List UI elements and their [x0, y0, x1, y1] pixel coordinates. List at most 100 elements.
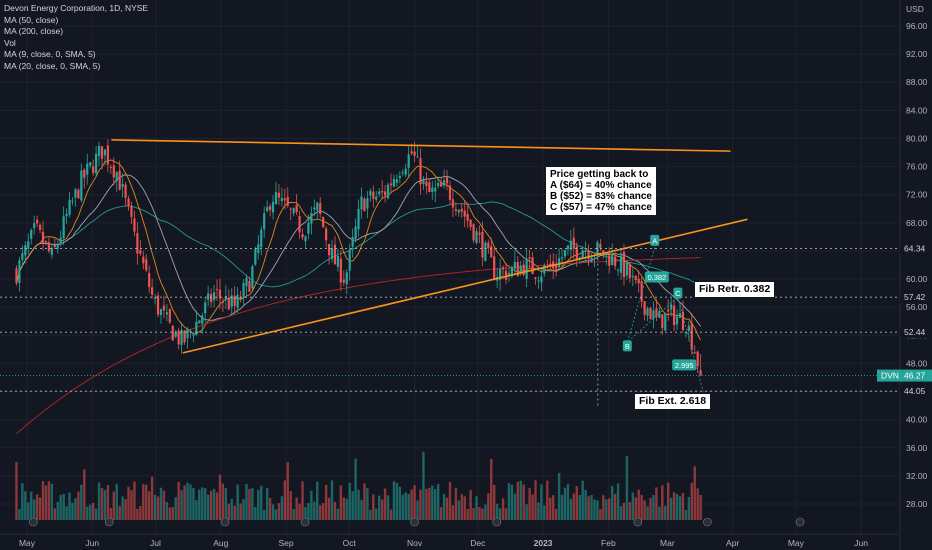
volume-bar [490, 459, 493, 520]
candle-body [239, 297, 242, 300]
volume-bar [139, 506, 142, 520]
volume-bar [419, 489, 422, 520]
candle-body [383, 191, 387, 196]
candle-body [363, 198, 366, 212]
volume-bar [634, 497, 637, 520]
price-level-tag: 44.05 [904, 386, 926, 396]
volume-bar [206, 494, 210, 520]
volume-bar [360, 499, 363, 520]
time-tick-label: May [788, 538, 805, 548]
candle-body [242, 282, 245, 298]
volume-bar [522, 484, 525, 520]
candle-body [274, 192, 278, 205]
candle-body [133, 218, 136, 232]
candle-body [348, 249, 351, 271]
volume-bar [330, 480, 334, 520]
volume-bar [560, 494, 564, 520]
volume-bar [445, 497, 449, 520]
volume-bar [546, 480, 549, 520]
volume-bar [88, 504, 92, 520]
candle-body [41, 231, 45, 245]
candle-body [257, 244, 260, 253]
candle-body [428, 182, 431, 193]
candle-body [522, 264, 525, 275]
candle-body [207, 293, 210, 300]
candle-body [631, 275, 634, 277]
candle-body [156, 295, 160, 315]
volume-bar [667, 482, 670, 520]
candle-body [661, 314, 664, 329]
candle-body [425, 181, 428, 187]
volume-bar [27, 502, 30, 520]
candle-body [27, 241, 30, 249]
candle-body [227, 298, 230, 310]
candle-body [351, 237, 354, 247]
time-tick-label: May [19, 538, 36, 548]
volume-bar [112, 491, 115, 520]
volume-bar [345, 498, 348, 520]
volume-bar [262, 509, 266, 520]
candle-body [566, 245, 570, 250]
volume-bar [655, 487, 658, 520]
price-tick-label: 68.00 [906, 218, 928, 228]
candle-body [687, 325, 690, 332]
candle-body [616, 269, 620, 271]
candle-body [372, 191, 375, 199]
candle-body [575, 246, 578, 259]
volume-bar [32, 499, 36, 520]
fib-retracement-label: Fib Retr. 0.382 [694, 281, 776, 298]
volume-bar [292, 508, 295, 520]
price-tick-label: 76.00 [906, 162, 928, 172]
volume-bar [94, 508, 98, 520]
volume-bar [307, 502, 310, 520]
volume-bar [106, 484, 110, 520]
candle-body [534, 277, 537, 279]
candle-body [386, 184, 390, 199]
candle-body [675, 316, 679, 325]
candle-body [18, 260, 21, 283]
candle-body [280, 197, 283, 201]
candle-body [670, 304, 673, 310]
candle-body [516, 261, 519, 277]
volume-bar [156, 496, 160, 520]
candle-body [451, 199, 455, 208]
volume-bar [268, 497, 272, 520]
volume-bar [563, 487, 567, 520]
price-tick-label: 36.00 [906, 443, 928, 453]
volume-bar [534, 480, 537, 520]
fib-extension-label: Fib Ext. 2.618 [634, 393, 712, 410]
candle-body [537, 280, 540, 282]
candle-body [681, 311, 685, 330]
volume-bar [145, 484, 148, 520]
volume-bar [664, 505, 667, 520]
candle-body [103, 149, 107, 156]
volume-bar [165, 502, 169, 520]
volume-bar [103, 490, 107, 520]
volume-bar [425, 488, 428, 520]
volume-bar [15, 461, 18, 520]
price-level-tag-bg [900, 326, 932, 339]
volume-bar [86, 506, 89, 520]
probability-line-1: Price getting back to [550, 169, 649, 180]
time-tick-label: Aug [213, 538, 228, 548]
volume-bar [59, 494, 62, 520]
time-tick-label: Jun [85, 538, 99, 548]
candle-body [71, 200, 74, 202]
volume-bar [507, 483, 511, 520]
event-marker [795, 517, 805, 527]
time-tick-label: Dec [470, 538, 486, 548]
ma20-line [16, 174, 701, 327]
volume-bar [472, 507, 475, 520]
candle-body [643, 301, 646, 315]
volume-bar [177, 481, 180, 520]
candle-body [165, 312, 168, 315]
volume-bar [537, 502, 540, 520]
candle-body [192, 334, 195, 336]
candle-body [15, 268, 18, 284]
volume-bar [130, 490, 133, 520]
candle-body [481, 231, 484, 258]
volume-bar [195, 500, 198, 520]
volume-bar [678, 496, 682, 520]
candle-body [501, 267, 505, 270]
